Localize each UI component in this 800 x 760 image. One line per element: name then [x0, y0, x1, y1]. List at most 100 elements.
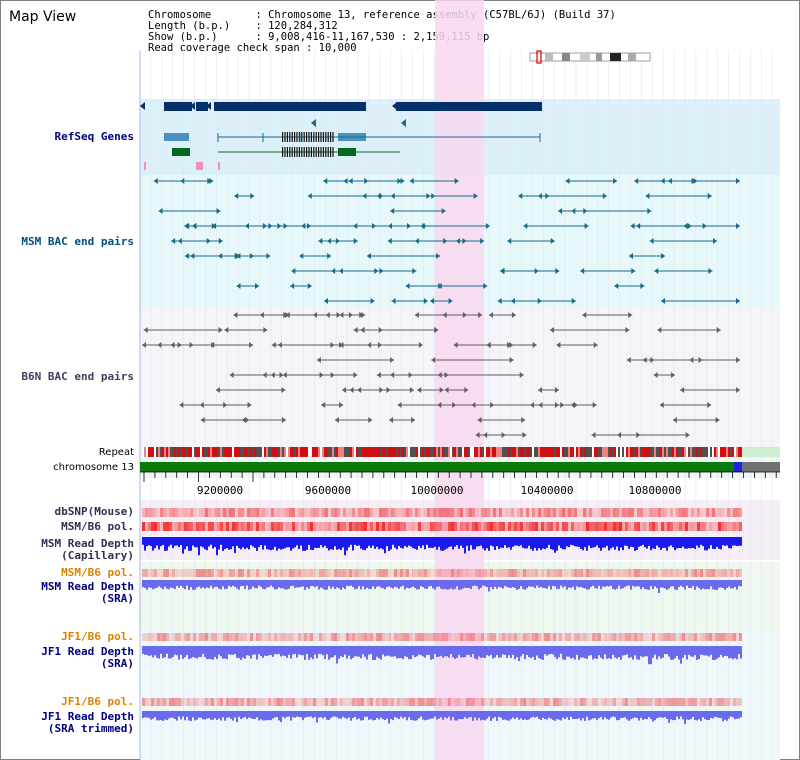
repeat-element: [266, 447, 268, 457]
jf1-trimmed-depth-bar: [288, 711, 290, 717]
msm-pol-density: [268, 522, 271, 531]
repeat-element: [658, 447, 660, 457]
jf1-trimmed-depth-bar: [614, 711, 616, 718]
msm-capillary-depth-bar: [602, 537, 604, 548]
msm-bac-pair-end: [331, 268, 336, 274]
msm-bac-pair-end: [602, 193, 607, 199]
jf1-trimmed-depth-bar: [548, 711, 550, 718]
dbsnp-density: [253, 508, 256, 517]
jf1-trimmed-depth-bar: [286, 711, 288, 717]
jf1-sra-depth-bar: [590, 646, 592, 656]
track-label-b6n-bac[interactable]: B6N BAC end pairs: [21, 370, 134, 383]
msm-pol-density: [316, 522, 319, 531]
jf1-pol-density: [235, 633, 238, 641]
jf1-sra-depth-bar: [326, 646, 328, 655]
msm-sra-depth-bar: [590, 580, 592, 587]
b6n-bac-pair-end: [560, 402, 565, 408]
msm-capillary-depth-bar: [226, 537, 228, 549]
msm-bac-pair-end: [353, 223, 358, 229]
track-label-jf1-pol[interactable]: JF1/B6 pol.: [61, 630, 134, 643]
jf1-pol-density: [352, 633, 355, 641]
jf1-sra-depth-bar: [594, 646, 596, 659]
track-label-msm-bac[interactable]: MSM BAC end pairs: [21, 235, 134, 248]
msm-sra-depth-bar: [450, 580, 452, 589]
msm-capillary-depth-bar: [372, 537, 374, 546]
jf1-pol-density: [583, 633, 586, 641]
jf1-sra-depth-bar: [356, 646, 358, 657]
msm-pol2-density: [589, 569, 592, 577]
msm-pol-density: [253, 522, 256, 531]
msm-sra-depth-bar: [174, 580, 176, 590]
msm-sra-depth-bar: [216, 580, 218, 587]
jf1-pol2-density: [196, 698, 199, 706]
msm-capillary-depth-bar: [152, 537, 154, 551]
repeat-element: [260, 447, 262, 457]
jf1-sra-depth-bar: [382, 646, 384, 655]
jf1-pol2-density: [448, 698, 451, 706]
track-label-msm-pol[interactable]: MSM/B6 pol.: [61, 520, 134, 533]
repeat-element: [226, 447, 228, 457]
dbsnp-density: [394, 508, 397, 517]
jf1-trimmed-depth-bar: [542, 711, 544, 718]
msm-sra-depth-bar: [392, 580, 394, 589]
jf1-trimmed-depth-bar: [712, 711, 714, 719]
jf1-sra-depth-bar: [732, 646, 734, 660]
jf1-trimmed-depth-bar: [202, 711, 204, 720]
msm-capillary-depth-bar: [246, 537, 248, 548]
track-label-refseq[interactable]: RefSeq Genes: [54, 130, 134, 143]
msm-sra-depth-bar: [580, 580, 582, 587]
track-label-msm-depth-sra[interactable]: MSM Read Depth (SRA): [41, 580, 134, 605]
msm-sra-depth-bar: [738, 580, 740, 586]
track-label-jf1-depth-trimmed[interactable]: JF1 Read Depth (SRA trimmed): [41, 710, 134, 735]
b6n-bac-pair-end: [650, 357, 655, 363]
dbsnp-density: [154, 508, 157, 517]
track-label-jf1-depth-sra[interactable]: JF1 Read Depth (SRA): [41, 645, 134, 670]
msm-pol2-density: [481, 569, 484, 577]
msm-sra-depth-bar: [344, 580, 346, 590]
dbsnp-density: [496, 508, 499, 517]
msm-sra-depth-bar: [228, 580, 230, 586]
msm-sra-depth-bar: [682, 580, 684, 587]
jf1-trimmed-depth-bar: [294, 711, 296, 718]
jf1-trimmed-depth-bar: [466, 711, 468, 719]
jf1-pol-density: [613, 633, 616, 641]
msm-sra-depth-bar: [624, 580, 626, 587]
msm-pol-density: [514, 522, 517, 531]
msm-pol2-density: [466, 569, 469, 577]
jf1-pol-density: [646, 633, 649, 641]
dbsnp-density: [592, 508, 595, 517]
dbsnp-density: [256, 508, 259, 517]
msm-sra-depth-bar: [154, 580, 156, 589]
jf1-sra-depth-bar: [538, 646, 540, 659]
exon: [318, 147, 320, 157]
msm-capillary-depth-bar: [654, 537, 656, 549]
jf1-sra-depth-bar: [298, 646, 300, 655]
repeat-element: [684, 447, 686, 457]
track-label-msm-pol-2[interactable]: MSM/B6 pol.: [61, 566, 134, 579]
jf1-pol-density: [505, 633, 508, 641]
b6n-bac-pair-end: [390, 372, 395, 378]
dbsnp-density: [502, 508, 505, 517]
track-label-msm-depth-capillary[interactable]: MSM Read Depth (Capillary): [41, 537, 134, 562]
msm-sra-depth-bar: [514, 580, 516, 588]
jf1-pol2-density: [679, 698, 682, 706]
msm-bac-pair-end: [216, 208, 221, 214]
jf1-sra-depth-bar: [426, 646, 428, 655]
jf1-trimmed-depth-bar: [388, 711, 390, 724]
track-label-jf1-pol-2[interactable]: JF1/B6 pol.: [61, 695, 134, 708]
msm-bac-pair-end: [497, 298, 502, 304]
jf1-sra-depth-bar: [532, 646, 534, 657]
msm-pol2-density: [178, 569, 181, 577]
msm-capillary-depth-bar: [610, 537, 612, 549]
msm-capillary-depth-bar: [378, 537, 380, 550]
msm-capillary-depth-bar: [494, 537, 496, 551]
jf1-sra-depth-bar: [512, 646, 514, 655]
jf1-pol2-density: [289, 698, 292, 706]
b6n-bac-pair-end: [431, 357, 436, 363]
msm-capillary-depth-bar: [256, 537, 258, 551]
track-label-dbsnp[interactable]: dbSNP(Mouse): [54, 505, 134, 518]
msm-pol2-density: [640, 569, 643, 577]
jf1-pol-density: [217, 633, 220, 641]
jf1-pol-density: [466, 633, 469, 641]
